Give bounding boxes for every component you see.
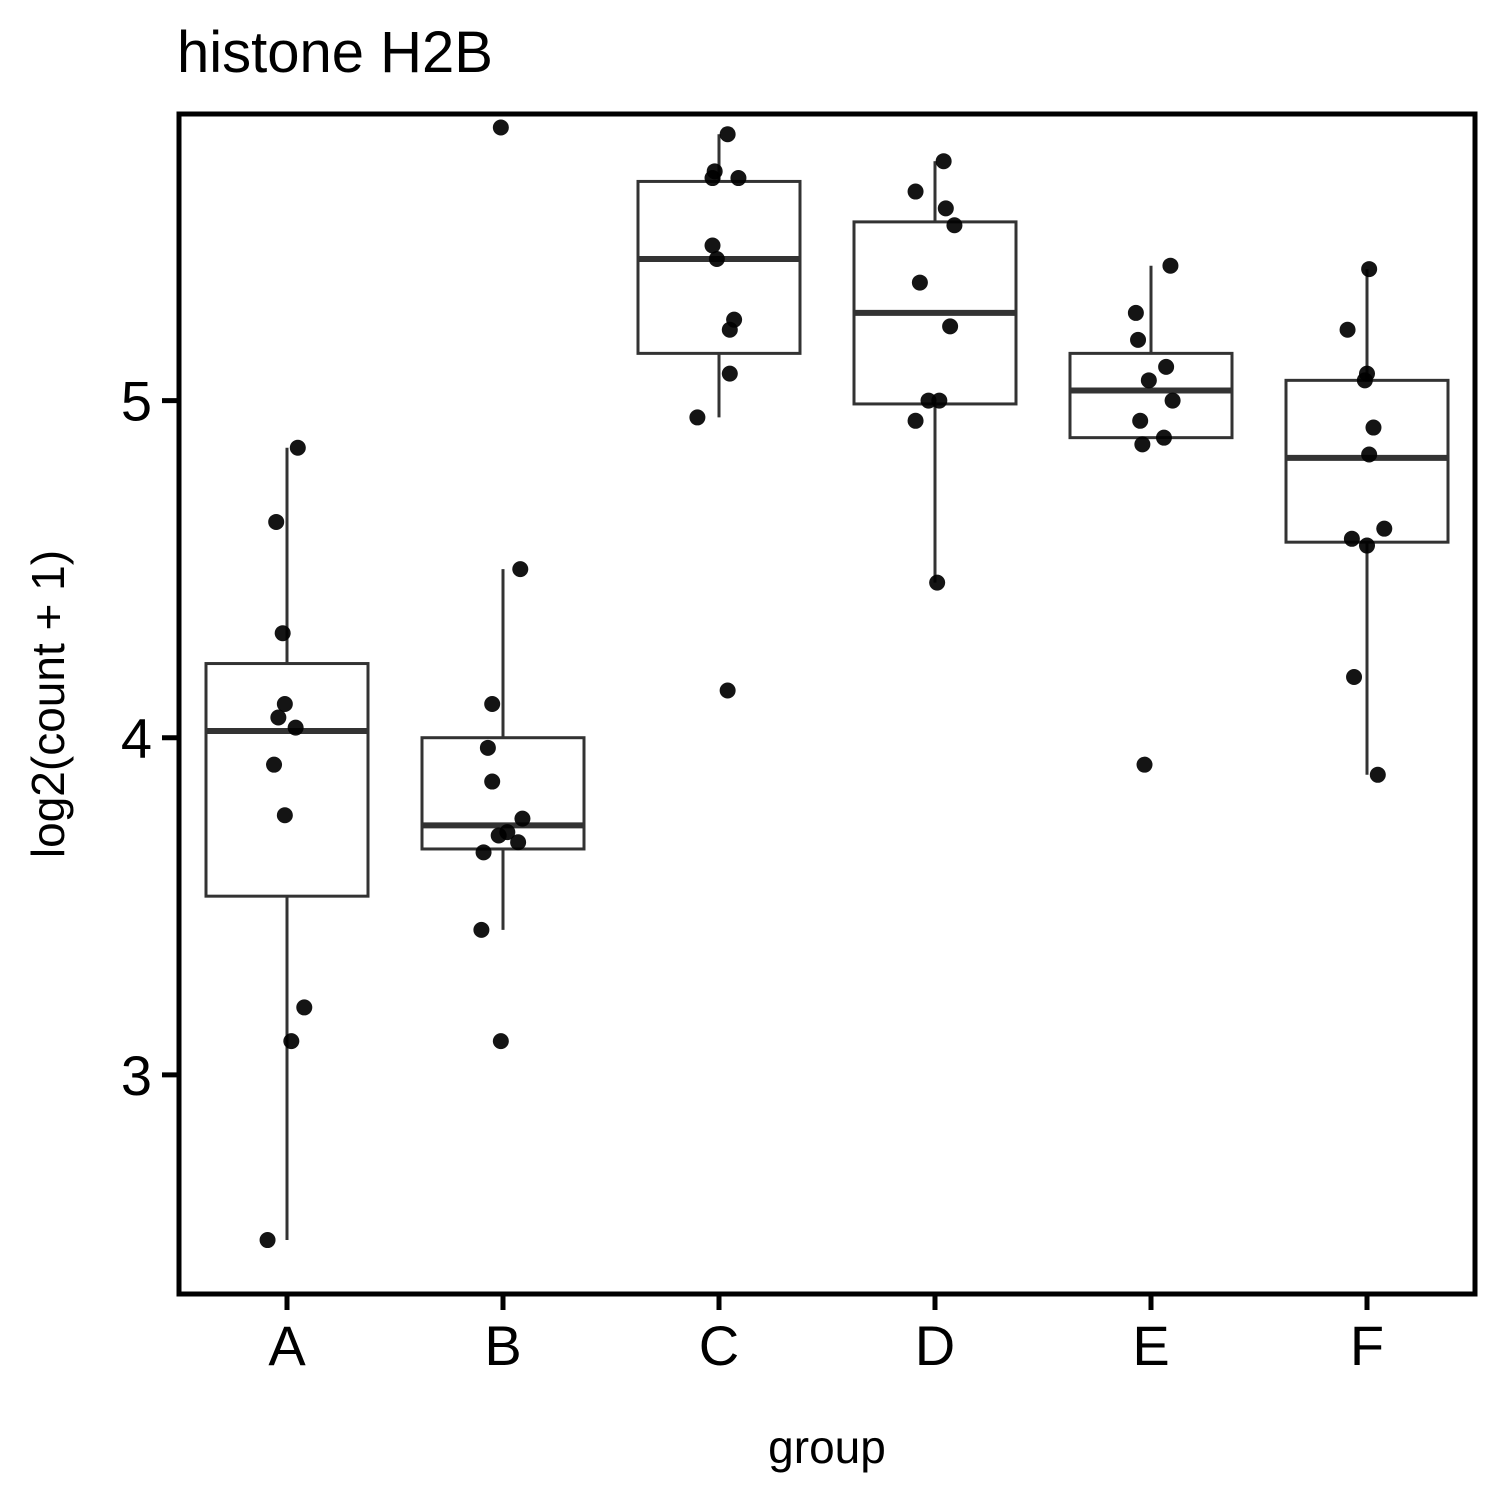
data-point-f-5 [1365,419,1382,436]
panel-border [176,111,1478,1297]
box-group-b [420,569,586,930]
x-tick-label-d: D [915,1314,955,1377]
data-point-f-2 [1339,321,1356,338]
data-point-b-6 [514,810,531,827]
data-point-d-5 [911,274,928,291]
data-point-a-8 [276,807,293,824]
data-point-e-6 [1164,392,1181,409]
data-point-b-1 [492,119,509,136]
data-point-f-11 [1369,766,1386,783]
data-point-a-5 [270,709,287,726]
data-point-c-6 [708,250,725,267]
points-group-e [1127,257,1181,773]
data-point-f-7 [1376,520,1393,537]
points-group-d [907,153,963,591]
data-point-b-11 [473,921,490,938]
data-point-e-3 [1130,331,1147,348]
data-point-c-11 [719,682,736,699]
data-point-b-2 [512,561,529,578]
x-tick-label-a: A [268,1314,306,1377]
chart-title: histone H2B [177,20,493,85]
x-tick-label-f: F [1350,1314,1384,1377]
data-point-d-10 [929,574,946,591]
data-point-d-8 [920,392,937,409]
data-point-e-9 [1134,436,1151,453]
data-point-e-10 [1136,756,1153,773]
data-point-c-1 [719,126,736,143]
data-point-f-10 [1346,669,1363,686]
data-point-b-3 [484,696,501,712]
x-axis-title: group [768,1421,886,1473]
data-point-a-1 [289,439,306,456]
x-axis: A B C D E F [268,1294,1384,1377]
data-point-d-6 [942,318,959,335]
data-point-e-5 [1140,372,1157,389]
points-group-b [473,119,531,1050]
points-group-a [259,439,313,1249]
box-group-f [1284,269,1450,775]
data-point-c-10 [689,409,706,426]
y-axis-title: log2(count + 1) [22,550,74,858]
data-point-b-9 [510,834,527,851]
data-point-c-4 [730,170,747,187]
data-point-d-1 [935,153,952,170]
box-e [1068,351,1234,440]
box-group-a [204,447,370,1241]
x-tick-label-c: C [699,1314,739,1377]
box-c [636,179,802,355]
data-point-c-9 [721,365,738,382]
x-tick-label-e: E [1132,1314,1169,1377]
data-point-a-2 [268,513,285,530]
box-group-e [1068,265,1234,440]
data-point-e-7 [1132,412,1149,429]
data-point-a-10 [283,1033,300,1050]
data-point-a-7 [266,756,283,773]
data-point-e-4 [1158,358,1175,375]
data-point-f-9 [1359,537,1375,554]
data-point-f-8 [1343,530,1360,547]
data-point-f-1 [1361,261,1378,278]
data-point-f-6 [1361,446,1378,463]
data-point-f-4 [1356,372,1373,389]
x-tick-label-b: B [484,1314,521,1377]
data-point-d-3 [937,200,954,217]
data-point-d-9 [907,412,924,429]
box-group-d [852,161,1018,583]
y-tick-label-5: 5 [121,370,152,433]
data-point-b-12 [492,1033,509,1050]
data-point-b-8 [490,827,507,844]
y-axis: 3 4 5 [121,370,179,1107]
points-group-c [689,126,747,699]
data-point-b-5 [484,773,501,790]
data-point-c-8 [721,321,738,338]
data-point-d-4 [946,217,963,234]
data-point-c-3 [704,170,721,187]
data-point-a-3 [274,625,291,642]
data-point-e-2 [1127,304,1144,321]
plot-area [204,119,1450,1249]
data-point-a-11 [259,1232,276,1249]
data-point-e-8 [1155,429,1172,446]
data-point-d-2 [907,183,924,200]
data-point-a-4 [276,696,293,712]
data-point-b-4 [479,739,496,756]
data-point-b-10 [475,844,492,861]
y-tick-label-4: 4 [121,707,152,770]
data-point-a-9 [296,999,313,1016]
data-point-a-6 [287,719,304,736]
data-point-e-1 [1162,257,1179,274]
data-point-c-5 [704,237,721,254]
y-tick-label-3: 3 [121,1044,152,1107]
points-group-f [1339,261,1393,783]
